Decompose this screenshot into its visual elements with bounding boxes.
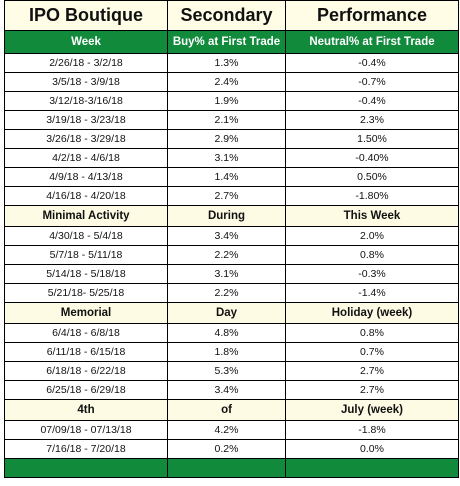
cell: 1.8%	[167, 342, 286, 362]
cell: 2.7%	[167, 186, 286, 206]
footer-row	[4, 458, 459, 478]
cell: 2.7%	[285, 380, 459, 400]
cell: 1.9%	[167, 91, 286, 111]
cell: 1.4%	[167, 167, 286, 187]
cell: of	[167, 399, 286, 421]
cell: -0.4%	[285, 91, 459, 111]
cell: 4/16/18 - 4/20/18	[4, 186, 168, 206]
cell: 6/25/18 - 6/29/18	[4, 380, 168, 400]
header-cell: Neutral% at First Trade	[285, 30, 459, 54]
cell: 0.8%	[285, 323, 459, 343]
cell: IPO Boutique	[4, 0, 168, 31]
cell: During	[167, 205, 286, 227]
section-row: Memorial Day Holiday (week)	[4, 302, 459, 324]
cell: -0.4%	[285, 53, 459, 73]
cell: 0.2%	[167, 439, 286, 459]
cell: 4/30/18 - 5/4/18	[4, 226, 168, 246]
section-row: 4th of July (week)	[4, 399, 459, 421]
cell: 3/19/18 - 3/23/18	[4, 110, 168, 130]
cell: This Week	[285, 205, 459, 227]
week-row: 5/14/18 - 5/18/18 3.1% -0.3%	[4, 264, 459, 284]
cell: 0.50%	[285, 167, 459, 187]
cell: 2.3%	[285, 110, 459, 130]
section-row: Minimal Activity During This Week	[4, 205, 459, 227]
cell: 5.3%	[167, 361, 286, 381]
cell: Performance	[285, 0, 459, 31]
ipo-table: IPO Boutique Secondary Performance Week Buy…	[4, 0, 459, 478]
cell: 3.1%	[167, 148, 286, 168]
cell: 2.2%	[167, 283, 286, 303]
cell: 2.9%	[167, 129, 286, 149]
cell: 2.1%	[167, 110, 286, 130]
header-cell: Week	[4, 30, 168, 54]
title-row: IPO Boutique Secondary Performance	[4, 0, 459, 31]
cell: 4/9/18 - 4/13/18	[4, 167, 168, 187]
cell: 2.0%	[285, 226, 459, 246]
cell: 3.1%	[167, 264, 286, 284]
cell: 3.4%	[167, 226, 286, 246]
cell: 1.3%	[167, 53, 286, 73]
week-row: 3/5/18 - 3/9/18 2.4% -0.7%	[4, 72, 459, 92]
cell: 5/14/18 - 5/18/18	[4, 264, 168, 284]
week-row: 6/11/18 - 6/15/18 1.8% 0.7%	[4, 342, 459, 362]
cell: 4.2%	[167, 420, 286, 440]
week-row: 5/7/18 - 5/11/18 2.2% 0.8%	[4, 245, 459, 265]
cell: -1.8%	[285, 420, 459, 440]
cell: 7/16/18 - 7/20/18	[4, 439, 168, 459]
cell: 0.8%	[285, 245, 459, 265]
week-row: 3/26/18 - 3/29/18 2.9% 1.50%	[4, 129, 459, 149]
week-row: 6/18/18 - 6/22/18 5.3% 2.7%	[4, 361, 459, 381]
cell: 2.4%	[167, 72, 286, 92]
cell: 3.4%	[167, 380, 286, 400]
week-row: 3/19/18 - 3/23/18 2.1% 2.3%	[4, 110, 459, 130]
cell: 6/4/18 - 6/8/18	[4, 323, 168, 343]
cell: 6/18/18 - 6/22/18	[4, 361, 168, 381]
week-row: 07/09/18 - 07/13/18 4.2% -1.8%	[4, 420, 459, 440]
cell: 2.2%	[167, 245, 286, 265]
cell: Memorial	[4, 302, 168, 324]
cell: -1.80%	[285, 186, 459, 206]
cell: 1.50%	[285, 129, 459, 149]
cell: 07/09/18 - 07/13/18	[4, 420, 168, 440]
week-row: 4/16/18 - 4/20/18 2.7% -1.80%	[4, 186, 459, 206]
cell: 4th	[4, 399, 168, 421]
cell: 0.0%	[285, 439, 459, 459]
cell: 5/7/18 - 5/11/18	[4, 245, 168, 265]
week-row: 4/9/18 - 4/13/18 1.4% 0.50%	[4, 167, 459, 187]
cell: 6/11/18 - 6/15/18	[4, 342, 168, 362]
cell: Day	[167, 302, 286, 324]
cell: Secondary	[167, 0, 286, 31]
cell: 4.8%	[167, 323, 286, 343]
cell: 3/12/18-3/16/18	[4, 91, 168, 111]
week-row: 3/12/18-3/16/18 1.9% -0.4%	[4, 91, 459, 111]
cell: 2.7%	[285, 361, 459, 381]
cell: July (week)	[285, 399, 459, 421]
week-row: 4/2/18 - 4/6/18 3.1% -0.40%	[4, 148, 459, 168]
week-row: 7/16/18 - 7/20/18 0.2% 0.0%	[4, 439, 459, 459]
header-cell: Buy% at First Trade	[167, 30, 286, 54]
cell: 5/21/18- 5/25/18	[4, 283, 168, 303]
week-row: 6/25/18 - 6/29/18 3.4% 2.7%	[4, 380, 459, 400]
cell: -0.7%	[285, 72, 459, 92]
cell: -0.40%	[285, 148, 459, 168]
cell: 0.7%	[285, 342, 459, 362]
cell: Minimal Activity	[4, 205, 168, 227]
week-row: 6/4/18 - 6/8/18 4.8% 0.8%	[4, 323, 459, 343]
week-row: 4/30/18 - 5/4/18 3.4% 2.0%	[4, 226, 459, 246]
cell: Holiday (week)	[285, 302, 459, 324]
table-body: 2/26/18 - 3/2/18 1.3% -0.4% 3/5/18 - 3/9/18…	[4, 53, 459, 459]
cell: 3/5/18 - 3/9/18	[4, 72, 168, 92]
cell: 4/2/18 - 4/6/18	[4, 148, 168, 168]
cell: -1.4%	[285, 283, 459, 303]
cell: 2/26/18 - 3/2/18	[4, 53, 168, 73]
cell: 3/26/18 - 3/29/18	[4, 129, 168, 149]
week-row: 5/21/18- 5/25/18 2.2% -1.4%	[4, 283, 459, 303]
week-row: 2/26/18 - 3/2/18 1.3% -0.4%	[4, 53, 459, 73]
cell: -0.3%	[285, 264, 459, 284]
header-row: Week Buy% at First Trade Neutral% at First…	[4, 30, 459, 54]
